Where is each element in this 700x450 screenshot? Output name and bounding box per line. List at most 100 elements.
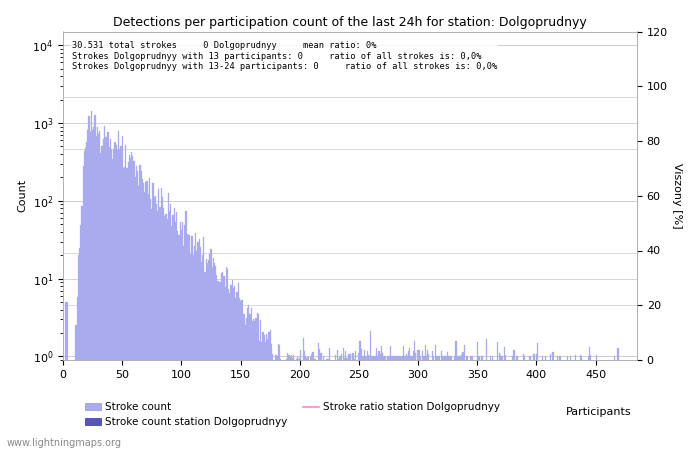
Bar [358, 353, 360, 450]
Bar [271, 344, 272, 450]
Bar [239, 298, 240, 450]
Bar [155, 196, 156, 450]
Bar [107, 132, 108, 450]
Bar [222, 272, 223, 450]
Bar [460, 356, 461, 450]
Bar [143, 183, 144, 450]
Bar [536, 355, 537, 450]
Bar [331, 364, 332, 450]
Bar [575, 355, 576, 450]
Bar [245, 325, 246, 450]
Bar [129, 155, 130, 450]
Bar [174, 208, 175, 450]
Bar [355, 351, 356, 450]
Bar [85, 148, 86, 450]
Bar [248, 305, 249, 450]
Bar [118, 131, 119, 450]
Bar [83, 166, 84, 450]
Bar [425, 345, 426, 450]
Bar [211, 267, 213, 450]
Bar [178, 235, 180, 450]
Bar [456, 356, 458, 450]
Bar [216, 274, 218, 450]
Bar [419, 350, 420, 450]
Bar [362, 356, 363, 450]
Bar [213, 258, 214, 450]
Bar [172, 215, 174, 450]
Bar [149, 178, 150, 450]
Bar [230, 285, 232, 450]
Bar [379, 354, 381, 450]
Bar [342, 360, 343, 450]
Bar [283, 378, 284, 450]
Bar [461, 355, 463, 450]
Bar [233, 288, 234, 450]
Bar [513, 350, 514, 450]
Bar [326, 359, 328, 450]
Bar [403, 346, 405, 450]
Bar [307, 357, 309, 450]
Bar [435, 345, 436, 450]
Bar [196, 251, 197, 450]
Bar [168, 194, 169, 450]
Bar [66, 302, 67, 450]
Bar [417, 350, 419, 450]
Bar [384, 356, 386, 450]
Bar [581, 356, 582, 450]
Bar [337, 350, 338, 450]
Bar [357, 369, 358, 450]
Bar [550, 354, 551, 450]
Bar [261, 342, 262, 450]
Bar [512, 356, 513, 450]
Bar [246, 318, 247, 450]
Bar [130, 158, 131, 450]
Bar [156, 204, 157, 450]
Bar [467, 356, 468, 450]
Bar [148, 194, 149, 450]
Bar [537, 343, 538, 450]
Bar [90, 132, 91, 450]
Bar [78, 255, 79, 450]
Bar [415, 353, 416, 450]
Bar [492, 356, 493, 450]
Bar [95, 136, 97, 450]
Bar [151, 209, 153, 450]
Bar [187, 234, 188, 450]
Bar [141, 179, 143, 450]
Bar [369, 356, 370, 450]
Bar [180, 222, 181, 450]
Bar [176, 212, 177, 450]
Bar [99, 130, 100, 450]
Text: Participants: Participants [566, 407, 631, 417]
Bar [314, 359, 316, 450]
Bar [106, 137, 107, 450]
Bar [316, 369, 317, 450]
Bar [93, 126, 95, 450]
Bar [410, 356, 412, 450]
Bar [395, 356, 396, 450]
Bar [221, 273, 222, 450]
Title: Detections per participation count of the last 24h for station: Dolgoprudnyy: Detections per participation count of th… [113, 16, 587, 29]
Bar [497, 342, 498, 450]
Bar [448, 356, 449, 450]
Bar [137, 171, 138, 450]
Bar [287, 353, 288, 450]
Bar [84, 151, 85, 450]
Bar [251, 308, 252, 450]
Bar [91, 111, 92, 450]
Y-axis label: Viszony [%]: Viszony [%] [672, 163, 682, 229]
Bar [614, 356, 615, 450]
Bar [580, 355, 581, 450]
Bar [444, 356, 446, 450]
Bar [596, 356, 597, 450]
Bar [165, 214, 167, 450]
Bar [383, 356, 384, 450]
Bar [349, 354, 350, 450]
Bar [112, 158, 113, 450]
Bar [377, 356, 379, 450]
Bar [227, 270, 228, 450]
Bar [288, 355, 290, 450]
Bar [436, 356, 438, 450]
Bar [617, 348, 619, 450]
Bar [432, 351, 433, 450]
